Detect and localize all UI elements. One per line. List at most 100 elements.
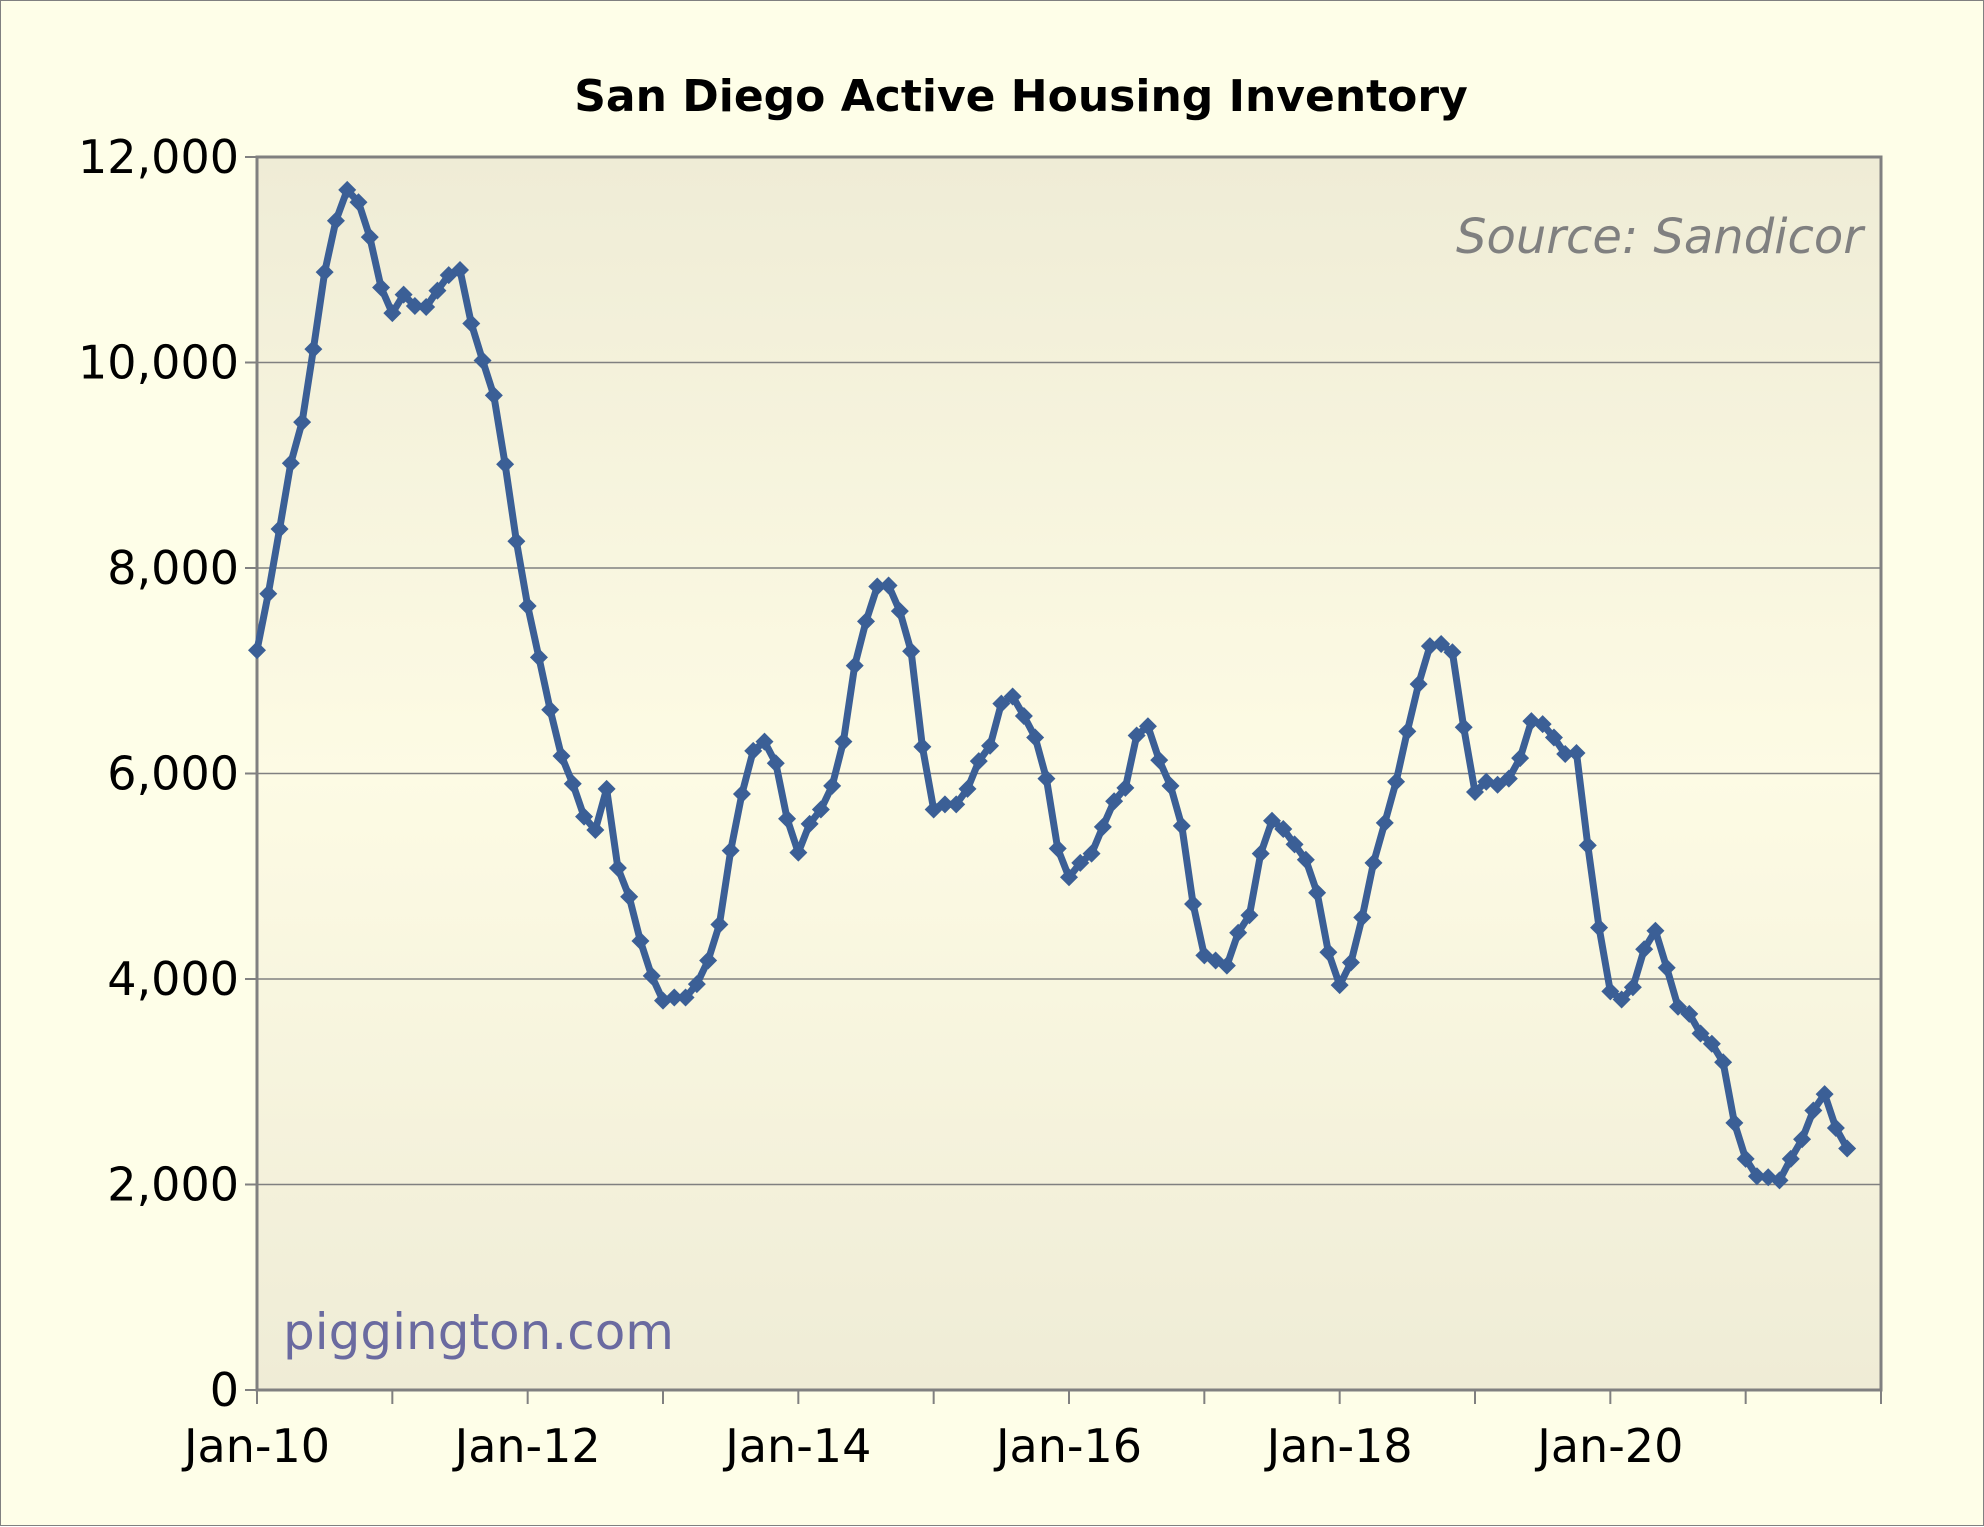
data-point [766, 754, 785, 773]
data-point [687, 975, 706, 994]
data-point [834, 732, 853, 751]
data-point [1657, 958, 1676, 977]
x-tick-label: Jan-18 [1264, 1419, 1413, 1473]
data-point [315, 263, 334, 282]
data-point [958, 779, 977, 798]
data-point [721, 841, 740, 860]
data-point [1466, 782, 1484, 801]
data-point [1646, 921, 1665, 940]
data-point [1105, 792, 1124, 811]
data-point [620, 887, 639, 906]
data-point [947, 795, 966, 814]
data-point [1251, 844, 1270, 863]
data-point [1601, 982, 1620, 1001]
data-point [789, 843, 808, 862]
data-point [857, 612, 875, 631]
data-point [575, 807, 594, 826]
data-point [1635, 940, 1654, 959]
data-point [1511, 749, 1530, 768]
data-point [1093, 817, 1112, 836]
watermark-text: piggington.com [283, 1303, 674, 1361]
data-point [1138, 717, 1157, 736]
data-point [1454, 718, 1473, 737]
data-point [394, 285, 413, 304]
data-point [732, 785, 751, 804]
data-point [1026, 728, 1045, 747]
data-point [304, 340, 323, 359]
data-point [1567, 743, 1586, 762]
x-tick-label: Jan-14 [722, 1419, 871, 1473]
data-point [349, 193, 368, 212]
data-point [1229, 923, 1248, 942]
x-tick-label: Jan-16 [993, 1419, 1142, 1473]
data-point [360, 228, 379, 247]
data-point [676, 988, 695, 1007]
data-point [563, 774, 582, 793]
data-point [259, 584, 278, 603]
data-point [800, 814, 819, 833]
data-point [1612, 990, 1631, 1009]
series-line [253, 186, 1851, 1184]
data-point [1172, 816, 1191, 835]
data-point [1263, 811, 1281, 830]
data-point [1048, 839, 1067, 858]
chart-title: San Diego Active Housing Inventory [574, 71, 1468, 122]
data-point [845, 656, 864, 675]
data-point [496, 455, 515, 474]
data-point [1781, 1149, 1800, 1168]
data-point [1082, 844, 1101, 863]
y-tick-label: 0 [210, 1363, 239, 1417]
data-point [1770, 1171, 1789, 1190]
data-point [1793, 1130, 1812, 1149]
data-point [1003, 687, 1022, 706]
data-point [879, 576, 898, 595]
data-point [608, 859, 627, 878]
data-point [1590, 918, 1609, 937]
data-point [1150, 751, 1169, 770]
data-point [935, 795, 954, 814]
data-point [1330, 976, 1349, 995]
data-point [699, 951, 718, 970]
data-point [281, 454, 300, 473]
data-point [248, 641, 266, 660]
data-point [1285, 835, 1304, 854]
data-point [1387, 772, 1406, 791]
y-tick-label: 8,000 [107, 541, 239, 595]
data-point [383, 304, 402, 323]
data-point [1127, 726, 1146, 745]
data-point [1375, 813, 1394, 832]
data-point [1669, 997, 1687, 1016]
data-point [338, 180, 357, 199]
data-point [710, 915, 729, 934]
data-point [913, 737, 932, 756]
series-layer [248, 180, 1857, 1190]
data-point [868, 577, 887, 596]
data-point [1296, 850, 1315, 869]
data-point [744, 741, 763, 760]
data-point [462, 314, 481, 333]
data-point [1714, 1053, 1733, 1072]
data-point [1398, 722, 1417, 741]
data-point [1804, 1101, 1823, 1120]
data-point [417, 298, 436, 317]
data-point [1341, 953, 1360, 972]
data-point [811, 800, 830, 819]
data-point [1578, 836, 1597, 855]
data-point [507, 532, 526, 551]
data-point [1308, 883, 1327, 902]
data-point [473, 351, 492, 370]
data-point [518, 597, 537, 616]
y-tick-label: 2,000 [107, 1158, 239, 1212]
data-point [428, 281, 447, 300]
data-point [1319, 943, 1338, 962]
data-point [484, 386, 503, 405]
data-point [1680, 1004, 1699, 1023]
data-point [1623, 978, 1642, 997]
data-point [642, 966, 661, 985]
data-point [541, 700, 560, 719]
data-point [755, 732, 774, 751]
data-point [778, 809, 797, 828]
x-tick-label: Jan-20 [1534, 1419, 1683, 1473]
data-point [1014, 706, 1033, 725]
